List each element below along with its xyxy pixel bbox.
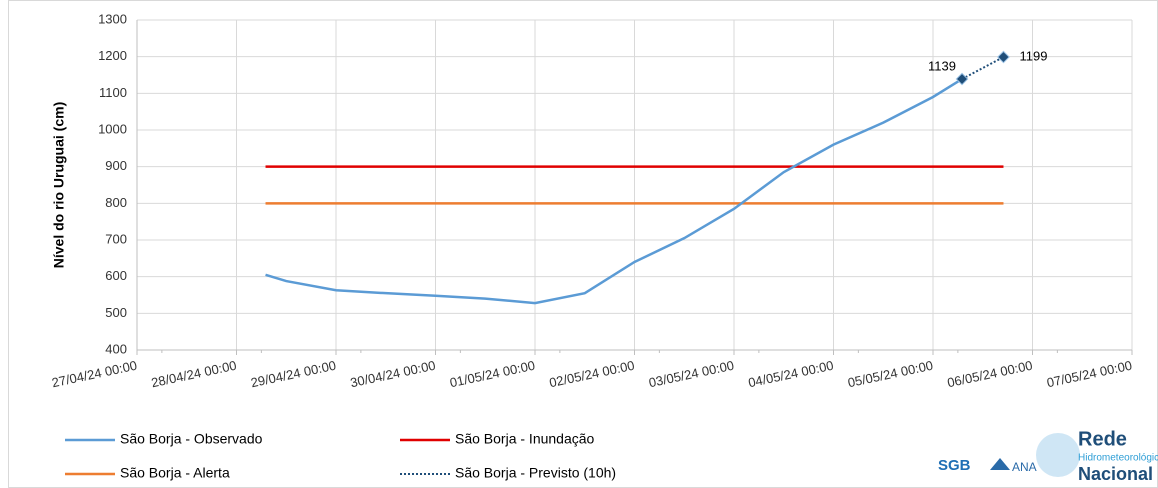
legend-label: São Borja - Previsto (10h) [455, 465, 616, 481]
y-tick-label: 600 [105, 268, 127, 283]
y-tick-label: 400 [105, 341, 127, 356]
data-point [955, 72, 969, 86]
logo-icon [990, 458, 1010, 470]
y-tick-label: 1200 [98, 48, 127, 63]
legend-label: São Borja - Observado [120, 431, 263, 447]
y-tick-label: 900 [105, 158, 127, 173]
data-label: 1139 [928, 58, 956, 73]
logo-icon [1036, 433, 1080, 477]
logo-text: Nacional [1078, 464, 1153, 484]
chart-frame [8, 0, 1158, 488]
logo-text: ANA [1012, 460, 1037, 474]
y-tick-label: 1300 [98, 11, 127, 26]
legend-label: São Borja - Inundação [455, 431, 595, 447]
y-axis-label: Nível do rio Uruguai (cm) [51, 102, 67, 268]
y-tick-label: 500 [105, 305, 127, 320]
data-point [997, 50, 1010, 64]
y-tick-label: 800 [105, 195, 127, 210]
y-tick-label: 1100 [99, 85, 127, 100]
y-tick-label: 1000 [98, 121, 127, 136]
logo-text: Hidrometeorológica [1078, 453, 1158, 464]
y-tick-label: 700 [105, 231, 127, 246]
series-line [265, 77, 963, 305]
logo-text: Rede [1078, 428, 1127, 450]
legend-label: São Borja - Alerta [120, 465, 230, 481]
data-label: 1199 [1019, 48, 1047, 63]
logo-text: SGB [938, 457, 971, 474]
